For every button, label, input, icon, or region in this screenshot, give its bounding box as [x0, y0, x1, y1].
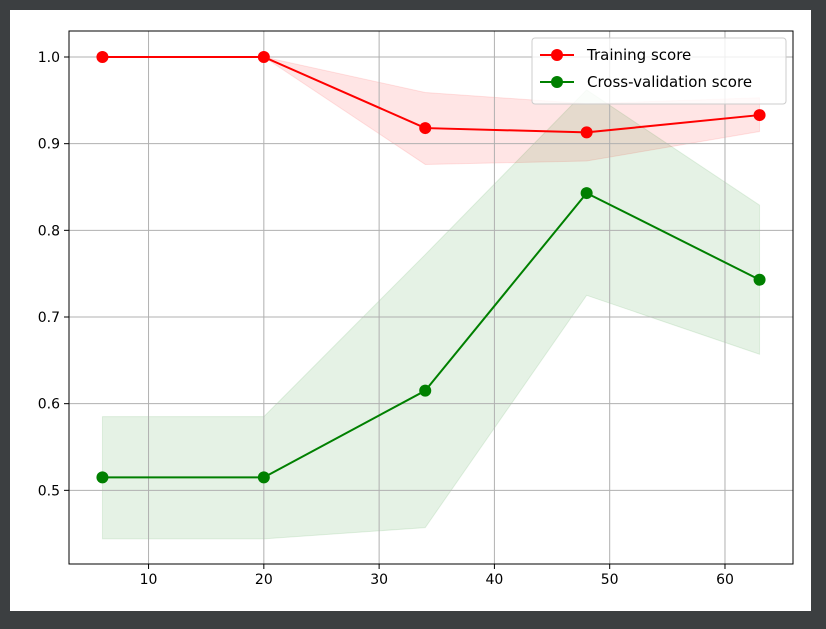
- training-score-point: [753, 109, 766, 122]
- cross-validation-score-point: [580, 187, 593, 200]
- x-tick-label: 60: [716, 572, 734, 588]
- learning-curve-chart: 10 20 30 40 50 60 0.5 0.6 0.7 0.8 0.9 1.0 Training…: [38, 30, 794, 588]
- training-score-point: [419, 122, 432, 135]
- y-axis: 0.5 0.6 0.7 0.8 0.9 1.0: [38, 50, 69, 499]
- x-axis: 10 20 30 40 50 60: [140, 564, 734, 588]
- cross-validation-score-point: [419, 384, 432, 397]
- cross-validation-score-band: [101, 89, 761, 540]
- x-tick-label: 30: [370, 572, 388, 588]
- axes-frame: [68, 30, 794, 565]
- y-tick-label: 1.0: [38, 50, 60, 66]
- cross-validation-score-point: [96, 471, 109, 484]
- training-score-legend-marker: [551, 49, 563, 61]
- training-score-point: [96, 51, 109, 63]
- training-score-point: [257, 51, 270, 63]
- y-tick-label: 0.5: [38, 483, 60, 499]
- training-score-legend-label: Training score: [586, 46, 691, 64]
- cross-validation-score-point: [753, 273, 766, 286]
- training-score-point: [580, 126, 593, 139]
- x-tick-label: 20: [255, 572, 273, 588]
- y-tick-label: 0.8: [38, 223, 60, 239]
- figure: 10 20 30 40 50 60 0.5 0.6 0.7 0.8 0.9 1.0 Training…: [10, 10, 811, 611]
- x-tick-label: 40: [485, 572, 503, 588]
- legend-box: [531, 37, 787, 105]
- cross-validation-score-legend-marker: [551, 76, 563, 88]
- cross-validation-score-point: [257, 471, 270, 484]
- y-tick-label: 0.6: [38, 397, 60, 413]
- y-tick-label: 0.9: [38, 137, 60, 153]
- legend: Training score Cross-validation score: [531, 37, 787, 105]
- cross-validation-score-legend-label: Cross-validation score: [587, 73, 752, 91]
- x-tick-label: 10: [140, 572, 158, 588]
- series-points: [96, 51, 766, 484]
- y-tick-label: 0.7: [38, 310, 60, 326]
- x-tick-label: 50: [601, 572, 619, 588]
